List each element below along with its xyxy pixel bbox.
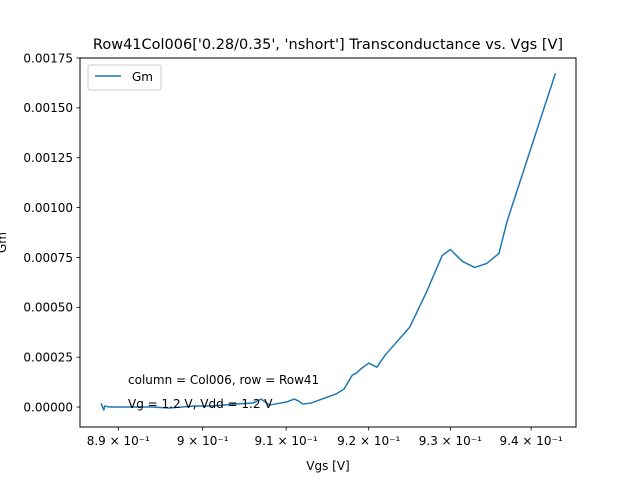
y-tick-label: 0.00050	[23, 301, 73, 315]
annotation-location: column = Col006, row = Row41	[128, 373, 319, 387]
y-tick-label: 0.00075	[23, 251, 73, 265]
x-tick-label: 9.1 × 10⁻¹	[255, 434, 318, 448]
series-layer	[100, 73, 557, 411]
x-axis-label: Vgs [V]	[306, 459, 349, 473]
y-tick-label: 0.00175	[23, 51, 73, 65]
legend-label-gm: Gm	[132, 70, 153, 84]
y-axis: 0.00000 0.00025 0.00050 0.00075 0.00100 0.001…	[23, 51, 80, 414]
y-axis-label: Gm	[0, 232, 9, 253]
chart-title: Row41Col006['0.28/0.35', 'nshort'] Trans…	[93, 37, 563, 53]
x-tick-label: 9.2 × 10⁻¹	[337, 434, 400, 448]
series-line-gm	[100, 73, 557, 411]
y-tick-label: 0.00000	[23, 400, 73, 414]
annotations: column = Col006, row = Row41 Vg = 1.2 V,…	[128, 373, 319, 411]
y-tick-label: 0.00025	[23, 350, 73, 364]
x-tick-label: 9.4 × 10⁻¹	[500, 434, 563, 448]
y-tick-label: 0.00100	[23, 201, 73, 215]
legend-box	[87, 64, 162, 91]
plot-area-frame	[79, 57, 577, 428]
y-tick-label: 0.00125	[23, 151, 73, 165]
x-tick-label: 9.3 × 10⁻¹	[419, 434, 482, 448]
annotation-voltages: Vg = 1.2 V, Vdd = 1.2 V	[128, 397, 273, 411]
x-tick-label: 9 × 10⁻¹	[177, 434, 229, 448]
legend: Gm	[87, 64, 162, 91]
x-tick-label: 8.9 × 10⁻¹	[87, 434, 150, 448]
x-axis: 8.9 × 10⁻¹ 9 × 10⁻¹ 9.1 × 10⁻¹ 9.2 × 10⁻¹ 9.…	[87, 427, 563, 448]
y-tick-label: 0.00150	[23, 101, 73, 115]
